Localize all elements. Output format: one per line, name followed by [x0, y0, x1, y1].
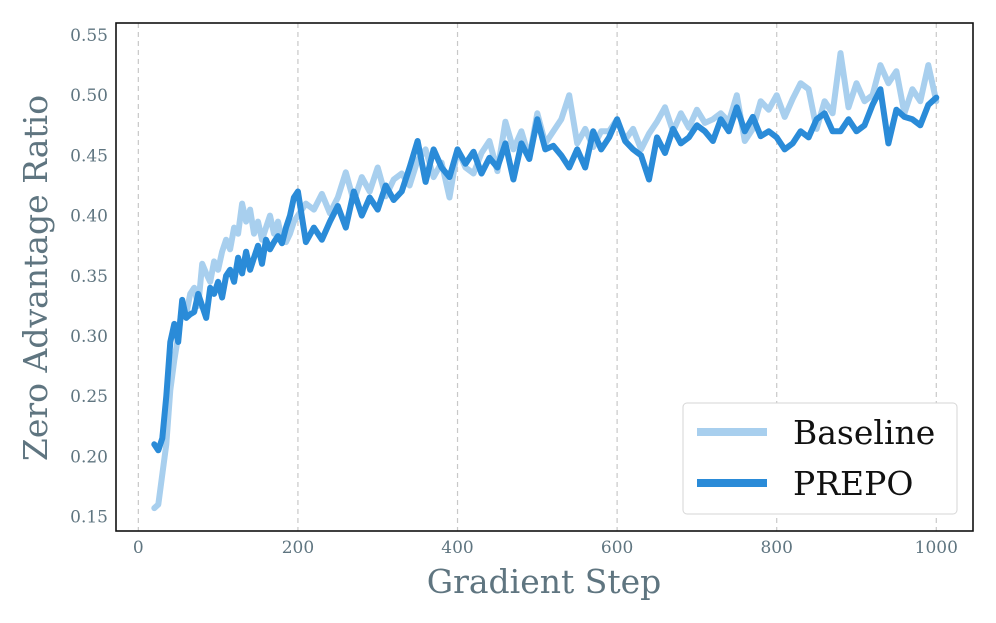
y-tick-label: 0.25 — [70, 387, 108, 407]
legend-label-baseline: Baseline — [793, 413, 935, 452]
y-tick-label: 0.20 — [70, 447, 108, 467]
plot-area — [151, 50, 940, 512]
y-tick-label: 0.35 — [70, 267, 108, 287]
y-tick-label: 0.15 — [70, 508, 108, 528]
y-tick-label: 0.40 — [70, 207, 108, 227]
x-axis-ticks: 0 200 400 600 800 1000 — [133, 538, 958, 558]
x-tick-label: 400 — [441, 538, 473, 558]
y-tick-label: 0.30 — [70, 327, 108, 347]
x-tick-label: 200 — [282, 538, 314, 558]
x-tick-label: 600 — [601, 538, 633, 558]
y-axis-ticks: 0.15 0.20 0.25 0.30 0.35 0.40 0.45 0.50 0.55 — [70, 26, 108, 528]
x-axis-label: Gradient Step — [427, 562, 662, 601]
series-line-prepo — [151, 86, 940, 454]
series-line-baseline — [151, 50, 940, 512]
x-tick-label: 1000 — [915, 538, 958, 558]
x-tick-label: 0 — [133, 538, 144, 558]
x-tick-label: 800 — [760, 538, 792, 558]
plot-frame — [115, 22, 974, 532]
y-tick-label: 0.45 — [70, 146, 108, 166]
legend: Baseline PREPO — [682, 402, 958, 515]
y-tick-label: 0.55 — [70, 26, 108, 46]
legend-label-prepo: PREPO — [793, 464, 913, 503]
y-axis-label: Zero Advantage Ratio — [16, 95, 55, 461]
y-tick-label: 0.50 — [70, 86, 108, 106]
